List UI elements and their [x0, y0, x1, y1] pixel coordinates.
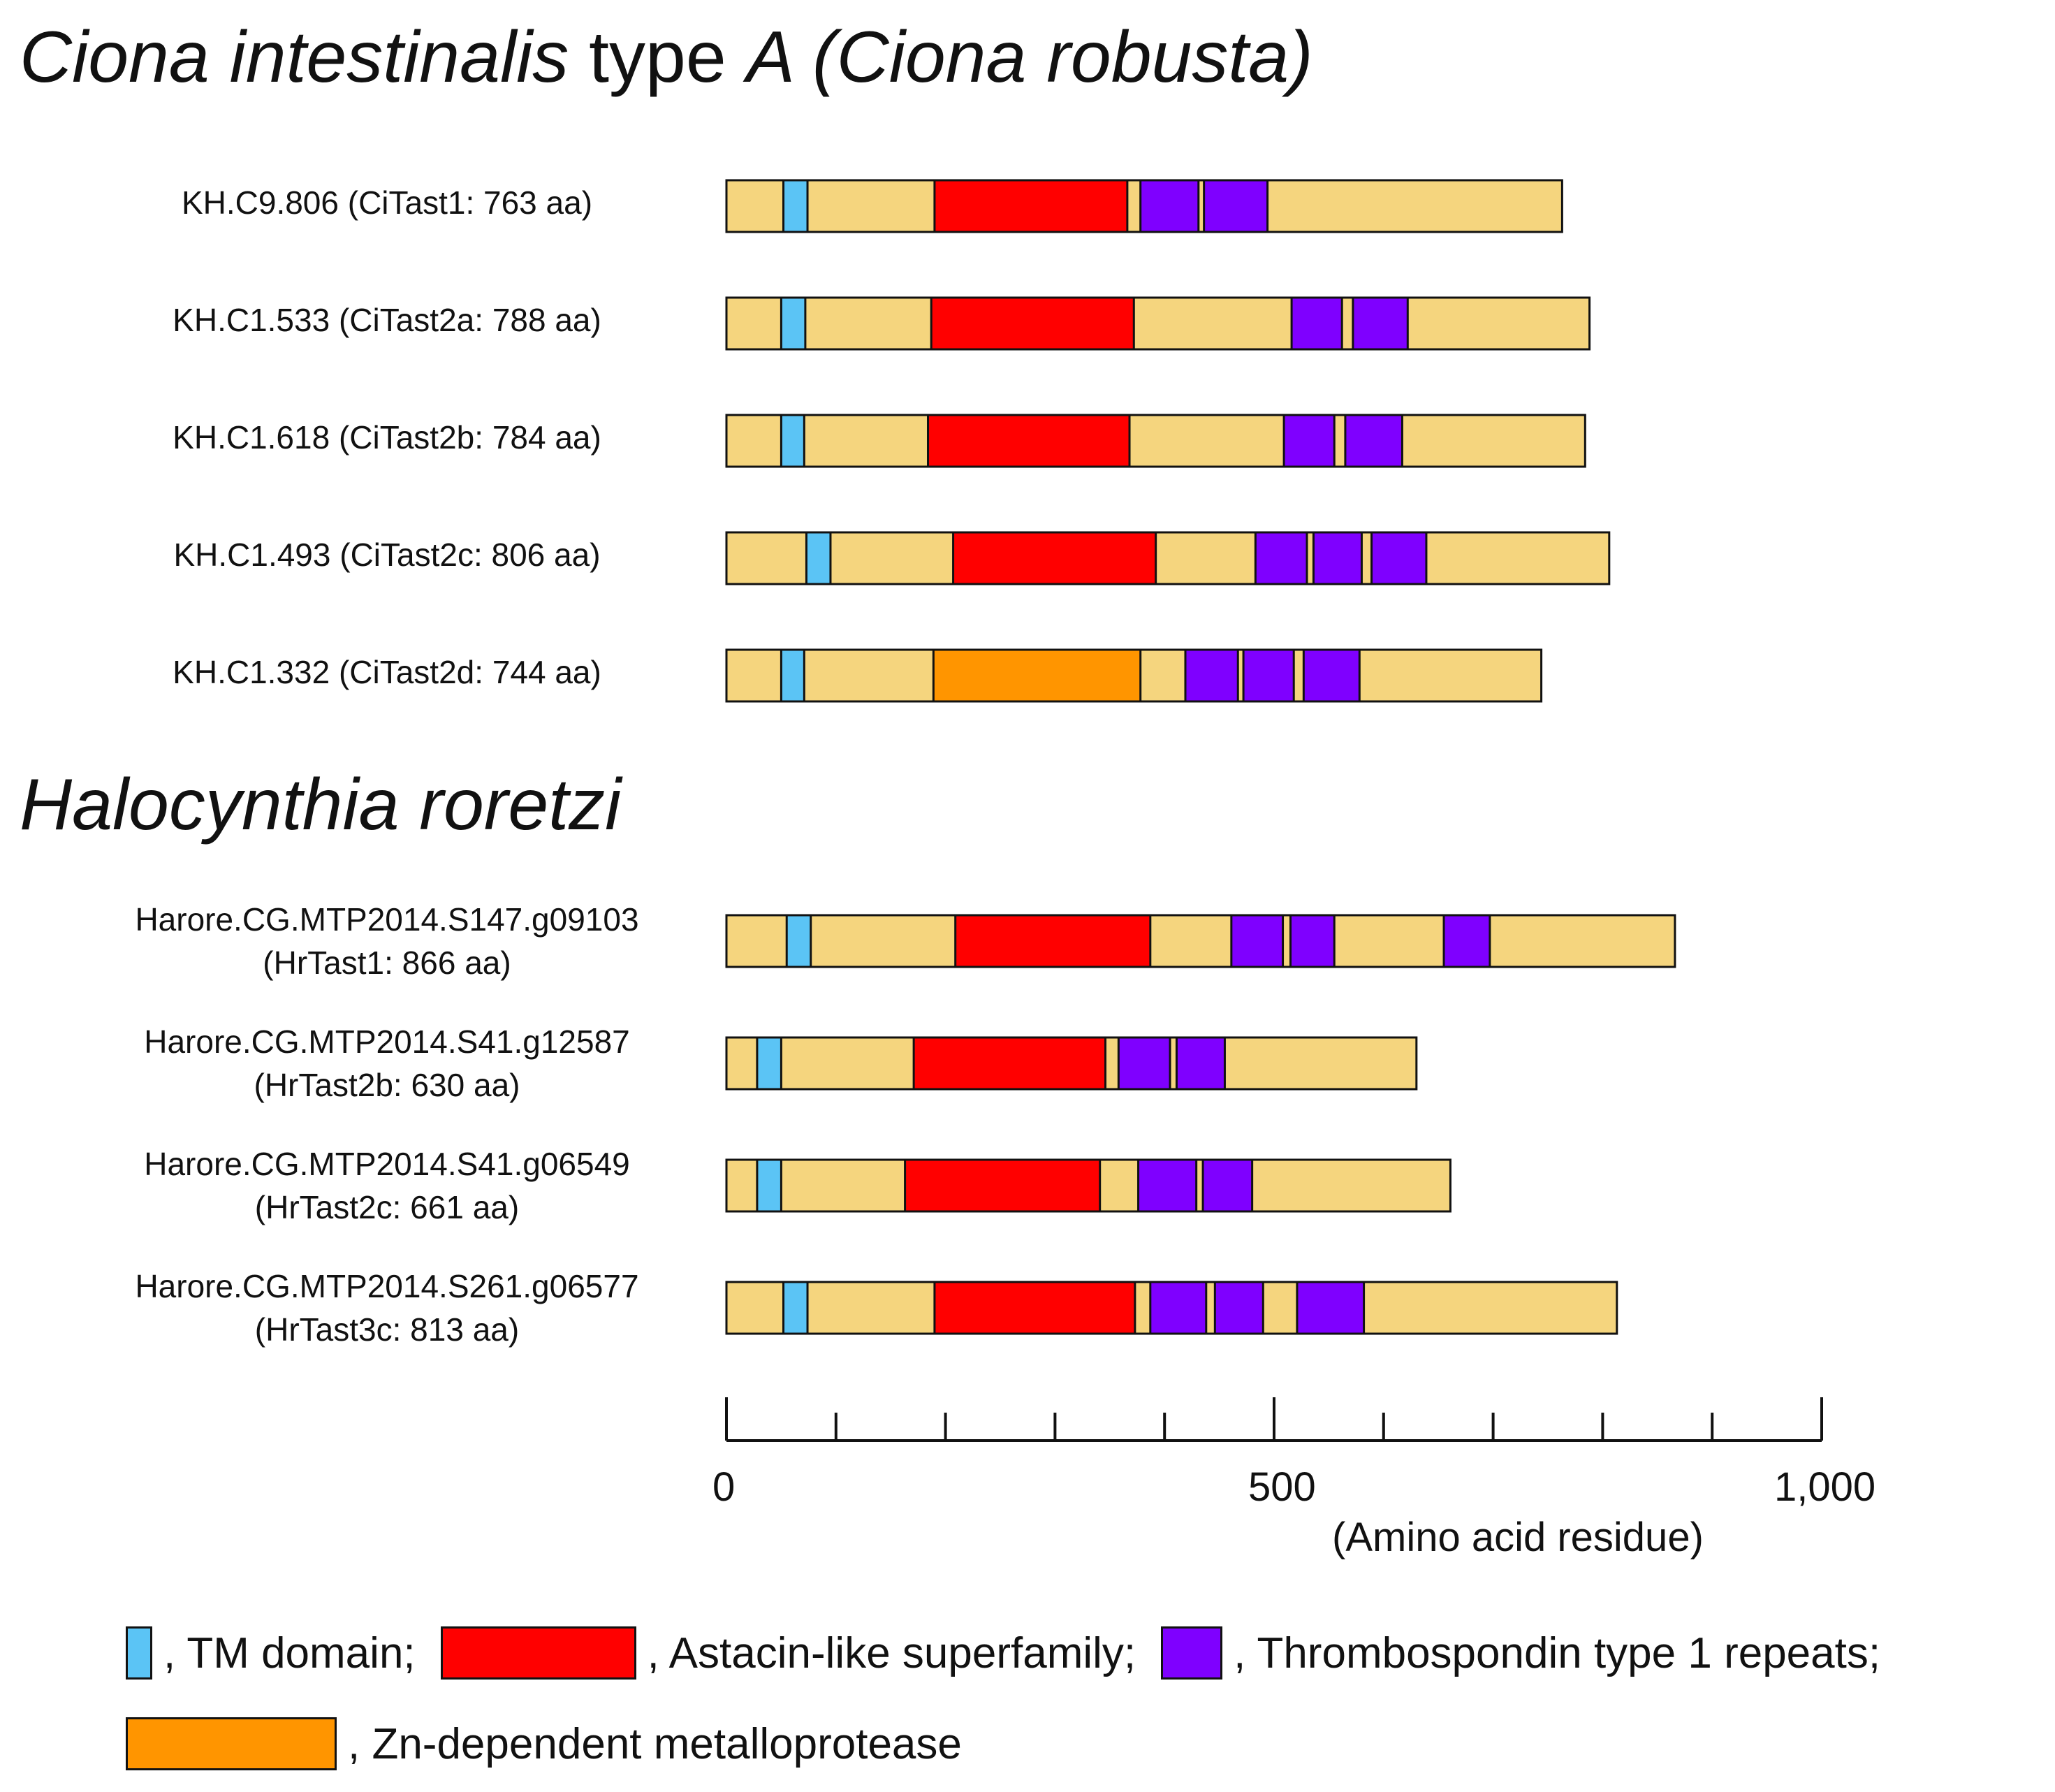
domain-tm: [756, 1036, 782, 1091]
domain-tm: [780, 414, 805, 468]
domain-tsp1: [1242, 648, 1295, 703]
domain-tsp1: [1282, 414, 1336, 468]
protein-label-citast2c: KH.C1.493 (CiTast2c: 806 aa): [38, 533, 736, 576]
protein-label-line1: Harore.CG.MTP2014.S261.g06577: [135, 1268, 639, 1304]
domain-astacin: [930, 296, 1135, 351]
domain-tm: [756, 1158, 782, 1213]
domain-tsp1: [1370, 531, 1428, 585]
title-ciona-italic-2: A (Ciona robusta): [746, 17, 1313, 98]
domain-astacin: [933, 179, 1129, 233]
domain-astacin: [954, 914, 1152, 968]
legend-label-astacin: , Astacin-like superfamily;: [647, 1629, 1136, 1677]
domain-zn: [932, 648, 1142, 703]
protein-label-line1: KH.C1.332 (CiTast2d: 744 aa): [173, 654, 601, 690]
domain-tm: [805, 531, 832, 585]
legend-label-tm: , TM domain;: [163, 1629, 416, 1677]
axis-tick-label-0: 0: [712, 1464, 736, 1510]
title-ciona-plain: type: [569, 17, 747, 98]
protein-label-line2: (HrTast1: 866 aa): [263, 945, 511, 981]
domain-astacin: [933, 1281, 1136, 1335]
protein-label-line2: (HrTast2b: 630 aa): [254, 1067, 520, 1103]
protein-label-line1: KH.C1.618 (CiTast2b: 784 aa): [173, 419, 601, 456]
legend-swatch-zn: [126, 1717, 337, 1770]
protein-bar: [725, 914, 1676, 968]
domain-tm: [785, 914, 812, 968]
domain-tsp1: [1201, 1158, 1254, 1213]
domain-astacin: [912, 1036, 1107, 1091]
domain-astacin: [904, 1158, 1102, 1213]
legend-row-2: , Zn-dependent metalloprotease: [126, 1717, 987, 1770]
domain-tm: [780, 648, 805, 703]
domain-tsp1: [1296, 1281, 1366, 1335]
protein-label-citast1: KH.C9.806 (CiTast1: 763 aa): [38, 181, 736, 224]
protein-label-citast2d: KH.C1.332 (CiTast2d: 744 aa): [38, 650, 736, 694]
domain-tm: [782, 1281, 809, 1335]
legend-swatch-astacin: [440, 1626, 636, 1680]
domain-tsp1: [1254, 531, 1308, 585]
protein-label-hrtast2c: Harore.CG.MTP2014.S41.g06549 (HrTast2c: 6…: [38, 1142, 736, 1229]
domain-tsp1: [1290, 296, 1343, 351]
legend-label-zn: , Zn-dependent metalloprotease: [348, 1719, 962, 1768]
protein-label-line1: KH.C9.806 (CiTast1: 763 aa): [181, 184, 593, 221]
protein-label-hrtast3c: Harore.CG.MTP2014.S261.g06577 (HrTast3c: …: [38, 1265, 736, 1351]
domain-tsp1: [1213, 1281, 1264, 1335]
domain-tsp1: [1352, 296, 1409, 351]
protein-label-hrtast1: Harore.CG.MTP2014.S147.g09103 (HrTast1: 8…: [38, 898, 736, 984]
protein-bar: [725, 531, 1611, 585]
domain-tm: [780, 296, 807, 351]
axis-title: (Amino acid residue): [1332, 1515, 1704, 1560]
legend-swatch-tm: [126, 1626, 152, 1680]
protein-label-hrtast2b: Harore.CG.MTP2014.S41.g12587 (HrTast2b: 6…: [38, 1020, 736, 1107]
section-title-halocynthia: Halocynthia roretzi: [20, 768, 621, 841]
protein-label-line1: Harore.CG.MTP2014.S147.g09103: [135, 901, 639, 938]
domain-tsp1: [1137, 1158, 1198, 1213]
domain-tsp1: [1184, 648, 1239, 703]
title-halo-italic: Halocynthia roretzi: [20, 764, 622, 845]
domain-tsp1: [1203, 179, 1269, 233]
protein-label-line2: (HrTast2c: 661 aa): [254, 1189, 520, 1225]
protein-label-line1: Harore.CG.MTP2014.S41.g06549: [144, 1146, 630, 1182]
axis-tick-label-1000: 1,000: [1774, 1464, 1876, 1510]
domain-tsp1: [1312, 531, 1363, 585]
protein-label-line1: KH.C1.493 (CiTast2c: 806 aa): [173, 537, 601, 573]
title-ciona-italic-1: Ciona intestinalis: [20, 17, 569, 98]
domain-tsp1: [1344, 414, 1403, 468]
protein-label-citast2b: KH.C1.618 (CiTast2b: 784 aa): [38, 416, 736, 459]
protein-label-line2: (HrTast3c: 813 aa): [254, 1311, 520, 1348]
domain-astacin: [952, 531, 1157, 585]
domain-tsp1: [1289, 914, 1336, 968]
domain-tsp1: [1302, 648, 1361, 703]
domain-tsp1: [1149, 1281, 1208, 1335]
protein-label-citast2a: KH.C1.533 (CiTast2a: 788 aa): [38, 298, 736, 342]
protein-bar: [725, 296, 1591, 351]
domain-tsp1: [1117, 1036, 1171, 1091]
legend-row-1: , TM domain; , Astacin-like superfamily;…: [126, 1626, 1880, 1680]
protein-label-line1: Harore.CG.MTP2014.S41.g12587: [144, 1024, 630, 1060]
domain-tsp1: [1230, 914, 1285, 968]
domain-tsp1: [1139, 179, 1200, 233]
domain-tsp1: [1175, 1036, 1226, 1091]
legend-swatch-tsp1: [1161, 1626, 1223, 1680]
domain-tm: [782, 179, 809, 233]
legend-label-tsp1: , Thrombospondin type 1 repeats;: [1234, 1629, 1881, 1677]
domain-astacin: [927, 414, 1131, 468]
axis-tick-label-500: 500: [1248, 1464, 1316, 1510]
protein-label-line1: KH.C1.533 (CiTast2a: 788 aa): [173, 302, 601, 338]
protein-bar: [725, 414, 1586, 468]
domain-tsp1: [1442, 914, 1491, 968]
section-title-ciona: Ciona intestinalis type A (Ciona robusta…: [20, 21, 1313, 94]
